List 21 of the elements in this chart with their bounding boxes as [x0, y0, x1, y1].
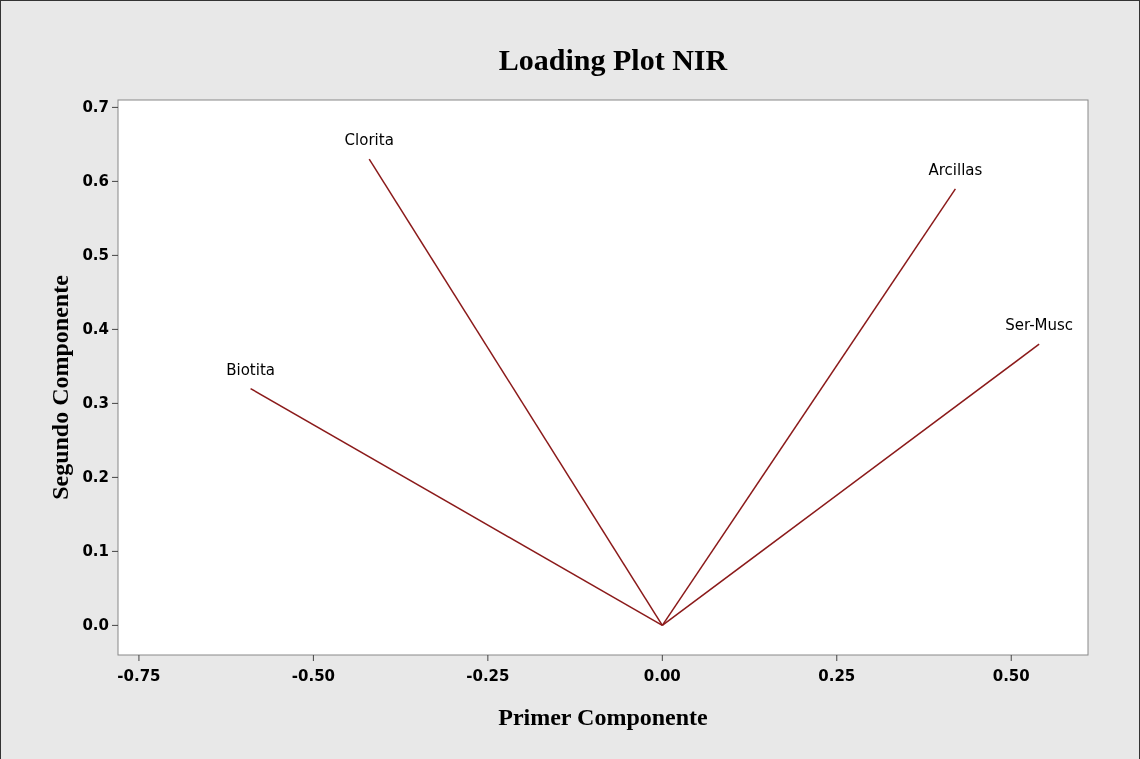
series-label: Ser-Musc — [1005, 316, 1074, 335]
y-tick-label: 0.4 — [82, 320, 109, 339]
x-tick-label: 0.25 — [818, 667, 856, 685]
y-tick-label: 0.5 — [82, 246, 109, 265]
series-label: Biotita — [226, 360, 275, 379]
x-tick-label: 0.50 — [992, 667, 1030, 685]
y-tick-label: 0.2 — [82, 468, 109, 487]
x-tick-label: -0.25 — [466, 667, 510, 685]
x-tick-label: -0.50 — [291, 667, 336, 685]
y-tick-label: 0.3 — [82, 394, 109, 413]
y-tick-label: 0.1 — [82, 542, 109, 561]
series-label: Clorita — [344, 131, 394, 150]
y-tick-label: 0.0 — [82, 616, 109, 635]
x-axis-title: Primer Componente — [498, 704, 709, 730]
x-tick-label: -0.75 — [117, 667, 161, 685]
y-axis-title: Segundo Componente — [47, 274, 73, 500]
y-tick-label: 0.6 — [82, 172, 109, 191]
chart-title: Loading Plot NIR — [498, 43, 728, 76]
x-tick-label: 0.00 — [643, 667, 681, 685]
series-label: Arcillas — [928, 160, 983, 179]
y-tick-label: 0.7 — [82, 98, 109, 117]
